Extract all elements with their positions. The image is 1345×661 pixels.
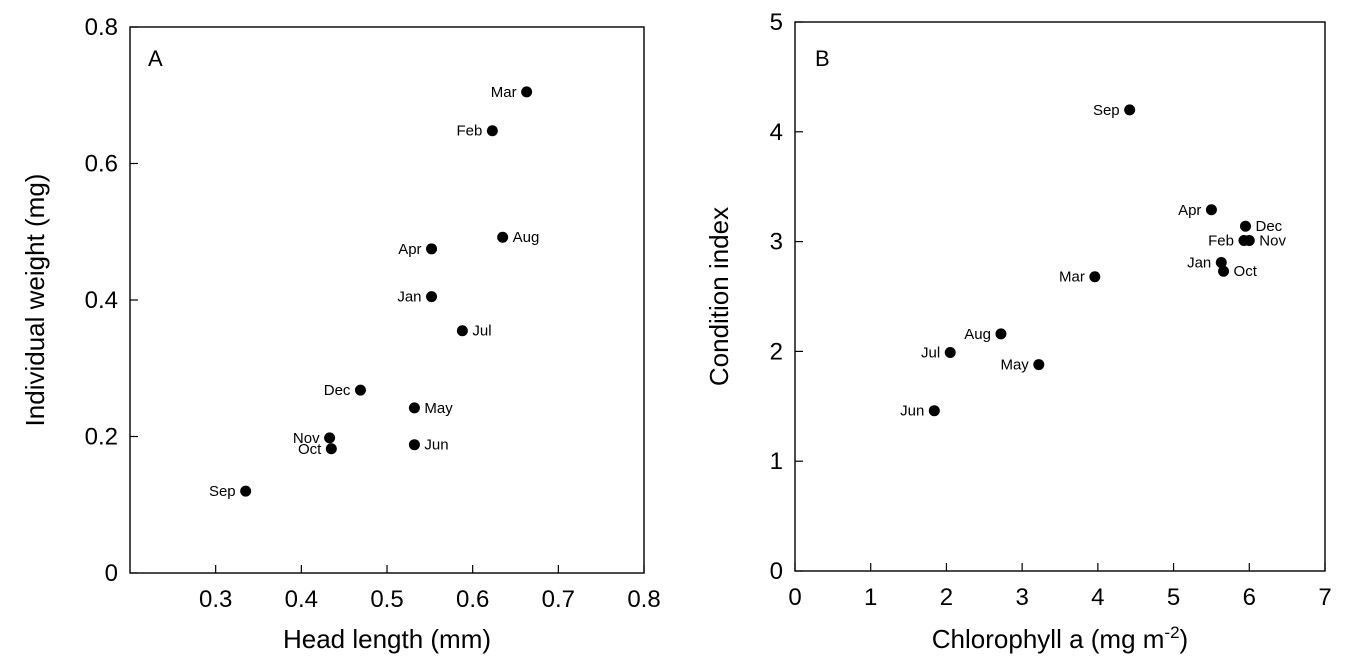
data-point-oct: [326, 443, 337, 454]
data-label-may: May: [1000, 357, 1029, 374]
data-point-sep: [240, 486, 251, 497]
data-point-jan: [426, 291, 437, 302]
x-tick-label: 0.3: [199, 586, 232, 613]
data-point-apr: [426, 243, 437, 254]
x-tick-label: 4: [1091, 584, 1104, 611]
x-tick-label: 7: [1318, 584, 1331, 611]
data-label-jan: Jan: [1187, 254, 1211, 271]
data-point-feb: [487, 125, 498, 136]
data-point-nov: [1244, 235, 1255, 246]
y-axis-label: Condition index: [704, 207, 734, 386]
y-axis-label: Individual weight (mg): [20, 174, 50, 427]
panel-label: A: [148, 46, 163, 71]
data-point-oct: [1218, 266, 1229, 277]
x-tick-label: 6: [1243, 584, 1256, 611]
data-label-feb: Feb: [1208, 233, 1234, 250]
x-tick-label: 0.7: [542, 586, 575, 613]
data-label-oct: Oct: [298, 441, 322, 458]
data-label-apr: Apr: [1178, 202, 1201, 219]
data-point-dec: [1240, 221, 1251, 232]
data-label-sep: Sep: [1093, 102, 1120, 119]
y-tick-label: 2: [770, 338, 783, 365]
data-point-nov: [324, 432, 335, 443]
x-tick-label: 5: [1167, 584, 1180, 611]
data-label-oct: Oct: [1234, 263, 1258, 280]
y-tick-label: 0.2: [85, 424, 118, 451]
x-axis-label: Head length (mm): [283, 624, 491, 654]
y-tick-label: 0: [105, 560, 118, 587]
y-tick-label: 0: [770, 558, 783, 585]
x-tick-label: 0: [788, 584, 801, 611]
data-point-mar: [1089, 271, 1100, 282]
data-label-jun: Jun: [900, 403, 924, 420]
x-tick-label: 3: [1015, 584, 1028, 611]
data-point-jul: [457, 325, 468, 336]
plot-frame: [130, 27, 644, 573]
data-point-jun: [409, 439, 420, 450]
y-tick-label: 3: [770, 229, 783, 256]
data-label-may: May: [424, 400, 453, 417]
panel-a: 0.3 0.4 0.5 0.6 0.7 0.8 0 0.2 0.4 0.6 0.8 A Head len…: [20, 14, 661, 654]
data-point-sep: [1124, 104, 1135, 115]
panel-b: 0 1 2 3 4 5 6 7 0 1 2 3 4 5 B Chlorophyll a (mg m-2) Con…: [704, 9, 1332, 654]
plot-frame: [795, 22, 1325, 571]
data-point-may: [1033, 359, 1044, 370]
x-tick-label: 0.8: [627, 586, 660, 613]
data-label-apr: Apr: [398, 241, 421, 258]
data-point-may: [409, 402, 420, 413]
data-point-dec: [355, 385, 366, 396]
data-label-sep: Sep: [209, 483, 236, 500]
y-tick-label: 1: [770, 448, 783, 475]
data-label-feb: Feb: [457, 123, 483, 140]
data-label-aug: Aug: [513, 229, 540, 246]
data-point-jun: [929, 405, 940, 416]
y-tick-label: 5: [770, 9, 783, 36]
data-label-mar: Mar: [491, 84, 517, 101]
x-tick-label: 1: [864, 584, 877, 611]
data-label-aug: Aug: [964, 326, 991, 343]
y-tick-label: 0.8: [85, 14, 118, 41]
panel-label: B: [815, 46, 830, 71]
data-label-nov: Nov: [1259, 233, 1286, 250]
data-point-mar: [521, 86, 532, 97]
data-label-jul: Jul: [921, 344, 940, 361]
y-tick-label: 0.6: [85, 151, 118, 178]
x-tick-label: 0.6: [456, 586, 489, 613]
data-point-aug: [995, 328, 1006, 339]
data-label-dec: Dec: [324, 382, 351, 399]
data-label-jul: Jul: [472, 323, 491, 340]
y-tick-label: 0.4: [85, 287, 118, 314]
y-tick-label: 4: [770, 119, 783, 146]
x-tick-label: 0.5: [370, 586, 403, 613]
data-label-mar: Mar: [1059, 269, 1085, 286]
x-tick-label: 0.4: [285, 586, 318, 613]
data-label-jun: Jun: [424, 437, 448, 454]
x-axis-label: Chlorophyll a (mg m-2): [932, 623, 1188, 654]
x-tick-label: 2: [940, 584, 953, 611]
data-point-jul: [945, 347, 956, 358]
data-point-aug: [497, 232, 508, 243]
data-label-jan: Jan: [397, 289, 421, 306]
data-point-apr: [1206, 204, 1217, 215]
